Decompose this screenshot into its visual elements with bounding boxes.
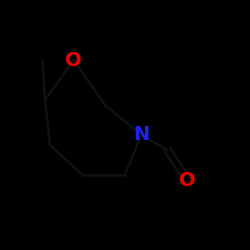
Text: O: O	[179, 170, 196, 190]
Text: N: N	[133, 126, 150, 144]
Text: O: O	[66, 50, 82, 70]
